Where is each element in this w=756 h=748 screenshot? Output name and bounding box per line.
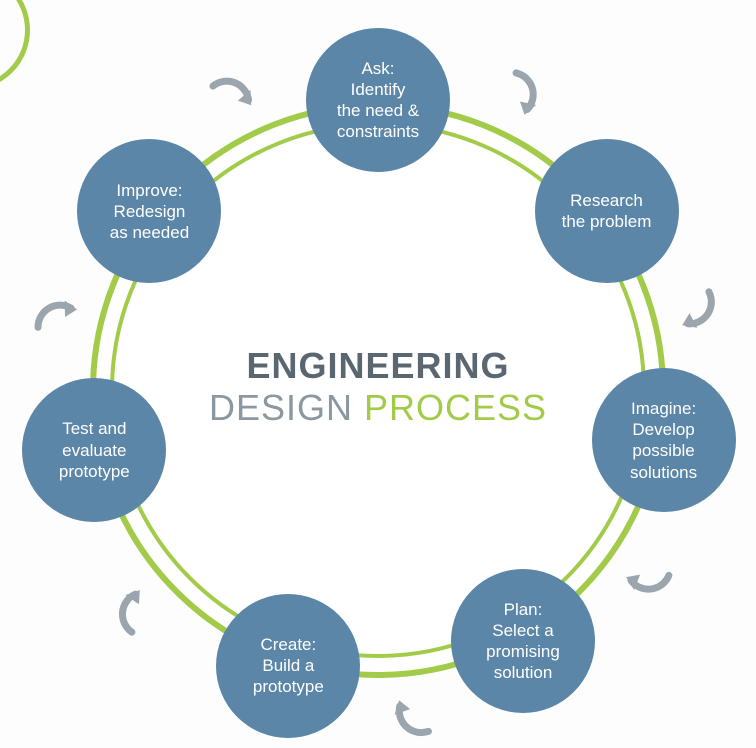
- title-line2-b: PROCESS: [364, 387, 547, 428]
- cycle-node: Researchthe problem: [535, 139, 679, 283]
- cycle-node-label: Create:Build aprototype: [253, 634, 324, 698]
- cycle-arrow-icon: [385, 691, 440, 746]
- cycle-arrow-icon: [200, 60, 267, 127]
- cycle-node: Test andevaluateprototype: [22, 378, 166, 522]
- title-line2: DESIGN PROCESS: [198, 387, 558, 429]
- diagram-title: ENGINEERING DESIGN PROCESS: [198, 345, 558, 429]
- cycle-node: Imagine:Developpossiblesolutions: [592, 368, 736, 512]
- diagram-canvas: ENGINEERING DESIGN PROCESS Ask:Identifyt…: [0, 0, 756, 748]
- cycle-node-label: Researchthe problem: [562, 190, 652, 233]
- cycle-node: Improve:Redesignas needed: [77, 139, 221, 283]
- cycle-node: Create:Build aprototype: [216, 594, 360, 738]
- cycle-node-label: Plan:Select apromisingsolution: [486, 599, 560, 684]
- cycle-node-label: Ask:Identifythe need &constraints: [337, 58, 419, 143]
- cycle-arrow-icon: [26, 286, 86, 346]
- cycle-arrow-icon: [97, 576, 168, 647]
- cycle-node-label: Improve:Redesignas needed: [110, 180, 189, 244]
- cycle-arrow-icon: [489, 60, 556, 127]
- title-line2-a: DESIGN: [209, 387, 364, 428]
- cycle-node: Ask:Identifythe need &constraints: [306, 28, 450, 172]
- cycle-node: Plan:Select apromisingsolution: [451, 569, 595, 713]
- cycle-arrow-icon: [668, 280, 729, 341]
- corner-arc-decoration: [0, 0, 30, 90]
- cycle-arrow-icon: [613, 544, 683, 614]
- cycle-node-label: Imagine:Developpossiblesolutions: [630, 398, 697, 483]
- title-line1: ENGINEERING: [198, 345, 558, 387]
- cycle-node-label: Test andevaluateprototype: [59, 418, 130, 482]
